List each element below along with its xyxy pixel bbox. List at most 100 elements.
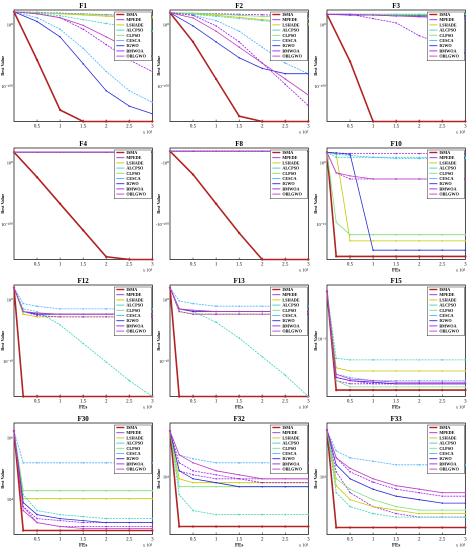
series-point-isma	[238, 231, 241, 234]
y-tick-label: 10⁴	[7, 497, 13, 502]
series-point-isma	[81, 395, 85, 398]
series-point-isma	[192, 524, 195, 528]
legend-entry: OBLGWO	[439, 191, 459, 196]
x-tick-label: 2	[418, 124, 421, 129]
y-axis-label: Best Value	[313, 193, 318, 213]
series-point-isma	[440, 525, 444, 529]
series-point-clpso	[36, 11, 38, 14]
series-point-igwo	[238, 56, 241, 59]
series-point-lshade	[238, 481, 241, 484]
series-point-isma	[307, 524, 310, 528]
series-point-lshade	[348, 498, 351, 500]
series-point-bmwoa	[151, 525, 154, 527]
series-point-cesca	[151, 461, 154, 464]
series-point-alcpso	[105, 517, 108, 519]
chart-title: F15	[390, 277, 402, 285]
series-point-isma	[81, 228, 85, 231]
series-point-bmwoa	[105, 525, 108, 527]
legend-entry: CLPSO	[439, 445, 454, 450]
x-tick-label: 2.5	[126, 124, 133, 129]
series-point-clpso	[464, 233, 466, 236]
series-point-alcpso	[82, 342, 84, 345]
series-point-oblgwo	[192, 309, 195, 312]
series-point-oblgwo	[151, 150, 154, 153]
series-line-isma	[169, 287, 309, 398]
series-line-isma	[325, 291, 465, 391]
series-point-bmwoa	[82, 316, 84, 318]
series-point-igwo	[36, 313, 38, 316]
series-point-igwo	[128, 105, 131, 107]
series-point-oblgwo	[335, 373, 337, 375]
series-point-igwo	[59, 517, 61, 519]
series-point-oblgwo	[441, 381, 443, 383]
y-tick-label: 10⁻³	[317, 337, 326, 342]
legend-entry: BMWOA	[126, 461, 143, 466]
legend-entry: ALCPSO	[126, 303, 144, 308]
legend-entry: IGWO	[439, 318, 452, 323]
y-tick-label: 10⁻¹⁰⁰	[158, 84, 170, 89]
series-point-oblgwo	[348, 174, 351, 177]
series-point-isma	[22, 528, 25, 532]
series-point-clpso	[418, 508, 420, 511]
series-point-bmwoa	[284, 83, 287, 86]
x-tick-label: 3	[151, 124, 154, 129]
series-point-isma	[238, 524, 241, 528]
series-point-oblgwo	[418, 177, 420, 180]
series-point-alcpso	[178, 493, 181, 495]
series-point-oblgwo	[325, 13, 328, 16]
series-point-lshade	[192, 481, 195, 484]
series-point-oblgwo	[59, 150, 61, 153]
series-point-oblgwo	[335, 171, 337, 174]
legend-entry: IGWO	[283, 181, 296, 186]
series-point-clpso	[215, 485, 218, 488]
series-point-isma	[394, 254, 398, 258]
series-line-oblgwo	[13, 430, 153, 529]
series-point-clpso	[307, 17, 310, 20]
series-point-igwo	[36, 20, 38, 23]
series-point-bmwoa	[464, 494, 466, 497]
series-point-isma	[151, 120, 154, 123]
x-tick-label: 1	[372, 124, 375, 129]
series-point-lshade	[371, 239, 374, 242]
series-point-bmwoa	[307, 481, 310, 484]
series-point-oblgwo	[105, 313, 108, 316]
series-line-clpso	[326, 429, 465, 510]
y-tick-label: -10⁻¹⁰⁰	[156, 222, 169, 227]
series-point-alcpso	[307, 24, 310, 26]
x-exponent-label: x 10⁵	[299, 267, 309, 272]
series-point-oblgwo	[22, 509, 25, 511]
legend-entry: LSHADE	[439, 22, 456, 27]
series-point-isma	[334, 525, 338, 529]
legend-entry: CESCA	[283, 38, 297, 43]
y-tick-label: 10⁻¹⁰	[159, 359, 169, 364]
series-point-alcpso	[36, 310, 38, 313]
x-tick-label: 3	[464, 124, 467, 129]
chart-title: F2	[236, 2, 244, 10]
x-tick-label: 1	[215, 399, 218, 404]
series-line-mpede	[326, 429, 465, 517]
series-point-isma	[192, 40, 195, 44]
series-point-alcpso	[36, 509, 38, 511]
legend: ISMAMPEDELSHADEALCPSOCLPSOCESCAIGWOBMWOA…	[426, 11, 465, 62]
series-point-oblgwo	[371, 379, 374, 382]
series-point-isma	[348, 254, 351, 258]
series-point-isma	[417, 388, 421, 392]
legend-entry: OBLGWO	[283, 54, 303, 59]
x-tick-label: 2.5	[282, 537, 289, 542]
legend-entry: IGWO	[439, 43, 452, 48]
series-point-isma	[35, 528, 39, 532]
series-line-clpso	[13, 430, 153, 491]
series-point-alcpso	[348, 359, 351, 361]
chart-title: F13	[234, 277, 246, 285]
series-point-oblgwo	[335, 456, 337, 459]
series-point-isma	[22, 395, 25, 398]
legend-entry: BMWOA	[283, 461, 300, 466]
series-point-alcpso	[238, 337, 241, 339]
series-point-bmwoa	[178, 461, 181, 464]
series-point-alcpso	[192, 509, 195, 511]
series-point-igwo	[105, 521, 108, 523]
x-tick-label: 3	[307, 262, 310, 267]
series-point-isma	[261, 524, 264, 528]
series-point-cesca	[348, 456, 351, 459]
